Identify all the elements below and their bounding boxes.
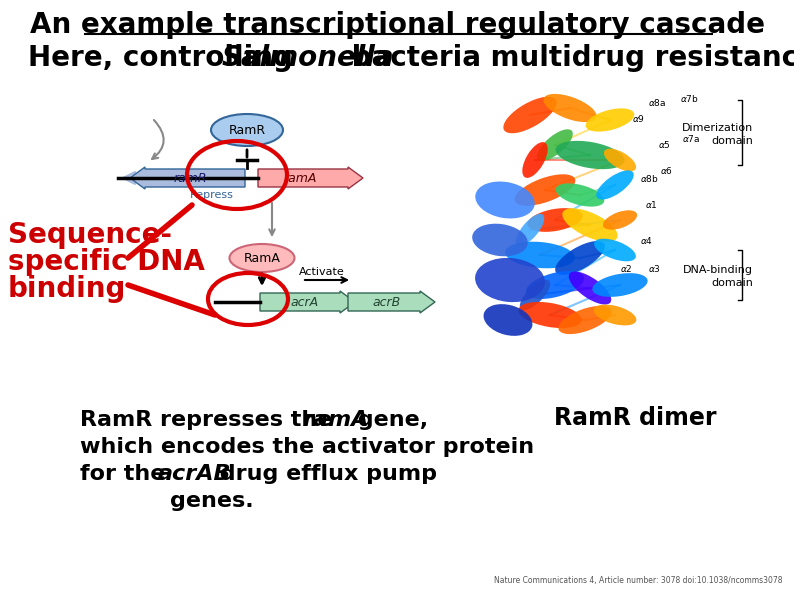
Text: acrB: acrB [373, 296, 401, 308]
Ellipse shape [484, 304, 533, 336]
Ellipse shape [543, 94, 596, 122]
Text: ramR: ramR [173, 171, 206, 184]
Text: $\alpha$6: $\alpha$6 [660, 164, 673, 176]
FancyArrow shape [130, 167, 245, 189]
Text: $\alpha$7b: $\alpha$7b [680, 93, 699, 105]
Ellipse shape [503, 97, 557, 133]
Ellipse shape [229, 244, 295, 272]
Text: $\alpha$4: $\alpha$4 [640, 234, 653, 246]
Ellipse shape [538, 129, 572, 161]
Text: for the: for the [80, 464, 173, 484]
Ellipse shape [527, 208, 583, 232]
Ellipse shape [594, 239, 636, 261]
Text: specific DNA: specific DNA [8, 248, 205, 276]
Ellipse shape [569, 271, 611, 305]
Text: RamR represses the: RamR represses the [80, 410, 340, 430]
Ellipse shape [558, 306, 611, 334]
Text: ramA: ramA [302, 410, 368, 430]
Text: Repress: Repress [190, 190, 234, 200]
Ellipse shape [556, 183, 604, 206]
Ellipse shape [526, 271, 584, 299]
Text: $\alpha$3: $\alpha$3 [648, 262, 661, 274]
Text: $\alpha$5: $\alpha$5 [658, 139, 671, 151]
Ellipse shape [586, 108, 634, 131]
Ellipse shape [555, 241, 605, 275]
Text: Salmonella: Salmonella [222, 44, 395, 72]
Text: Dimerization: Dimerization [682, 123, 753, 133]
Text: ramA: ramA [283, 171, 317, 184]
Text: $\alpha$7a: $\alpha$7a [682, 133, 700, 143]
Ellipse shape [515, 174, 576, 206]
Text: domain: domain [711, 136, 753, 146]
Text: RamA: RamA [244, 252, 280, 265]
Text: gene,: gene, [350, 410, 428, 430]
Ellipse shape [505, 242, 575, 268]
Text: genes.: genes. [170, 491, 253, 511]
Text: acrA: acrA [291, 296, 319, 308]
Text: $\alpha$9: $\alpha$9 [632, 112, 645, 124]
Text: DNA-binding: DNA-binding [683, 265, 753, 275]
Text: Nature Communications 4, Article number: 3078 doi:10.1038/ncomms3078: Nature Communications 4, Article number:… [494, 575, 782, 584]
Ellipse shape [562, 208, 618, 242]
Ellipse shape [211, 114, 283, 146]
Text: RamR: RamR [229, 124, 265, 136]
Text: $\alpha$8b: $\alpha$8b [640, 173, 659, 183]
Ellipse shape [556, 141, 625, 169]
FancyArrow shape [348, 291, 435, 313]
Ellipse shape [472, 224, 528, 256]
Text: RamR dimer: RamR dimer [553, 406, 716, 430]
FancyArrowPatch shape [124, 173, 242, 183]
Text: $\alpha$8a: $\alpha$8a [648, 96, 666, 108]
Ellipse shape [476, 181, 534, 218]
Text: drug efflux pump: drug efflux pump [212, 464, 437, 484]
Ellipse shape [603, 210, 637, 230]
Ellipse shape [592, 273, 648, 297]
Ellipse shape [596, 170, 634, 199]
Ellipse shape [520, 280, 550, 310]
Ellipse shape [516, 214, 544, 246]
Text: which encodes the activator protein: which encodes the activator protein [80, 437, 534, 457]
Text: domain: domain [711, 278, 753, 288]
Text: $\alpha$1: $\alpha$1 [645, 199, 658, 211]
Ellipse shape [475, 258, 545, 302]
Text: Activate: Activate [299, 267, 345, 277]
Text: binding: binding [8, 275, 126, 303]
Text: acrAB: acrAB [158, 464, 232, 484]
FancyArrow shape [258, 167, 363, 189]
FancyArrow shape [260, 291, 355, 313]
Ellipse shape [604, 149, 636, 171]
Text: bacteria multidrug resistance: bacteria multidrug resistance [342, 44, 794, 72]
Text: Sequence-: Sequence- [8, 221, 172, 249]
Ellipse shape [518, 302, 581, 328]
Text: Here, controlling: Here, controlling [28, 44, 303, 72]
Text: $\alpha$2: $\alpha$2 [620, 262, 633, 274]
Text: An example transcriptional regulatory cascade: An example transcriptional regulatory ca… [29, 11, 765, 39]
Ellipse shape [522, 142, 548, 178]
Ellipse shape [594, 305, 636, 325]
